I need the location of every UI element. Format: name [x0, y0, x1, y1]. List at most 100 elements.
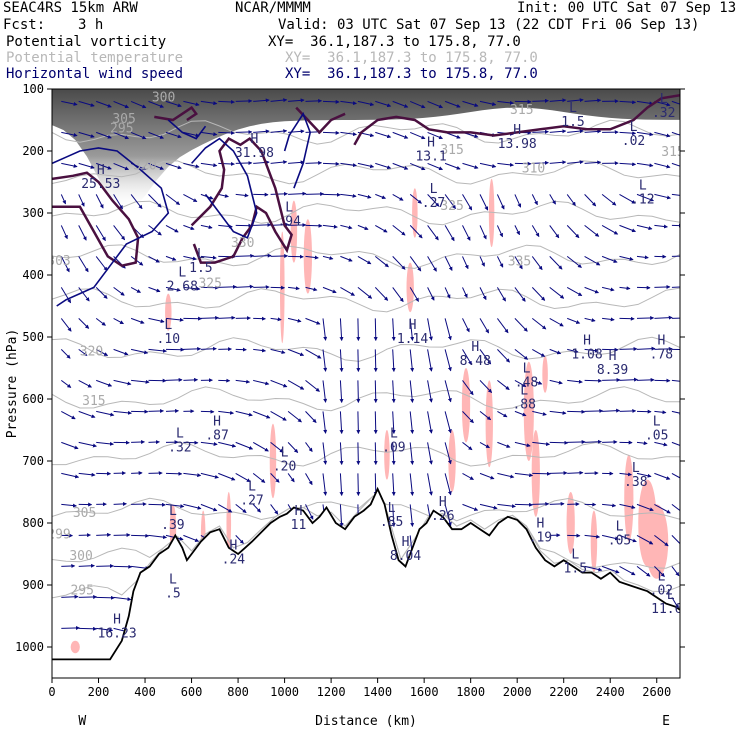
wind-vector — [601, 255, 618, 263]
extremum-marker: L.20 — [273, 445, 296, 474]
wind-vector — [392, 162, 409, 170]
extremum-marker: L.12 — [631, 179, 654, 208]
wind-vector — [549, 225, 560, 239]
extremum-type: H — [609, 349, 617, 364]
wind-vector — [671, 379, 680, 382]
theta-label: 310 — [522, 162, 545, 177]
wind-vector — [253, 379, 270, 386]
wind-vector — [305, 411, 317, 423]
theta-label: 295 — [110, 121, 133, 136]
extremum-marker: L.05 — [608, 520, 631, 549]
extremum-type: H — [113, 613, 121, 628]
valid-time: Valid: 03 UTC Sat 07 Sep 13 (22 CDT Fri … — [278, 17, 700, 33]
wind-vector — [444, 442, 452, 465]
wind-vector — [270, 442, 284, 453]
wind-vector — [322, 192, 341, 197]
theta-contour — [52, 119, 680, 145]
wind-vector — [549, 440, 569, 445]
wind-vector — [410, 100, 426, 109]
wind-vector — [95, 318, 106, 326]
fcst-value: 3 h — [78, 17, 104, 33]
wind-vector — [462, 256, 469, 270]
extremum-value: 11.67 — [651, 602, 690, 617]
y-tick-label: 1000 — [15, 640, 44, 654]
wind-vector — [200, 315, 220, 320]
wind-vector — [96, 563, 114, 568]
wind-vector — [479, 100, 497, 106]
pv-patch — [624, 454, 634, 542]
theta-label: 335 — [508, 255, 531, 270]
wind-vector — [131, 379, 150, 384]
wind-vector — [200, 472, 219, 479]
extremum-value: .09 — [382, 441, 405, 456]
wind-vector — [113, 225, 126, 241]
wind-vector — [113, 131, 130, 140]
plot-frame — [51, 88, 681, 679]
wind-vector — [235, 193, 249, 198]
wind-vector — [339, 504, 344, 528]
wind-vector — [60, 349, 71, 359]
x-tick-label: 0 — [48, 685, 55, 699]
wind-vector — [479, 194, 489, 211]
extremum-type: L — [632, 461, 640, 476]
wind-vector — [305, 442, 313, 453]
wind-vector — [339, 380, 344, 404]
extremum-value: 11 — [291, 518, 307, 533]
wind-vector — [619, 162, 637, 167]
pv-patch — [488, 178, 495, 248]
wind-vector — [78, 131, 95, 138]
extremum-value: 1.14 — [397, 332, 428, 347]
extremum-value: .88 — [512, 397, 535, 412]
wind-vector — [392, 256, 406, 270]
wind-vector — [130, 131, 147, 140]
wind-vector — [270, 317, 282, 322]
wind-vector — [392, 131, 409, 139]
wind-vector — [305, 98, 323, 103]
wind-vector — [95, 194, 104, 209]
pv-contour-line — [52, 171, 140, 268]
wind-vector — [322, 286, 337, 294]
wind-vector — [200, 255, 217, 260]
wind-vector — [373, 380, 378, 404]
wind-vector — [497, 472, 515, 479]
wind-vector — [373, 442, 378, 466]
wind-vector — [218, 130, 235, 135]
wind-vector — [78, 225, 87, 241]
theta-contour — [52, 441, 680, 467]
wind-vector — [78, 318, 90, 329]
wind-vector — [549, 410, 567, 415]
wind-vector — [567, 129, 584, 134]
wind-vector — [427, 411, 433, 434]
wind-vector — [444, 162, 461, 170]
theta-label: 303 — [47, 254, 70, 269]
wind-vector — [671, 286, 680, 288]
wind-vector — [654, 535, 669, 547]
wind-vector — [375, 162, 392, 170]
x-tick-label: 1200 — [317, 685, 346, 699]
wind-vector — [619, 346, 638, 351]
theta-contour — [52, 495, 680, 599]
wind-vector — [496, 225, 503, 238]
wind-vector — [60, 225, 68, 240]
wind-vector — [61, 131, 78, 137]
wind-vector — [427, 442, 433, 465]
extremum-value: 1.5 — [564, 562, 587, 577]
wind-vector — [654, 472, 671, 480]
wind-vector — [601, 534, 620, 541]
wind-vector — [654, 193, 672, 200]
theta-label: 315 — [82, 394, 105, 409]
wind-vector — [165, 255, 177, 261]
wind-vector — [356, 380, 361, 404]
extremum-marker: H25.53 — [81, 163, 120, 192]
extremum-marker: L1.5 — [189, 247, 212, 276]
theta-contour — [52, 495, 680, 522]
wind-vector — [287, 473, 295, 483]
wind-vector — [356, 473, 361, 497]
extremum-marker: L2.68 — [167, 266, 198, 295]
wind-vector — [462, 225, 471, 241]
theta-label: 295 — [70, 583, 93, 598]
wind-vector — [305, 223, 323, 228]
wind-vector — [270, 129, 288, 134]
wind-vector — [165, 131, 182, 139]
